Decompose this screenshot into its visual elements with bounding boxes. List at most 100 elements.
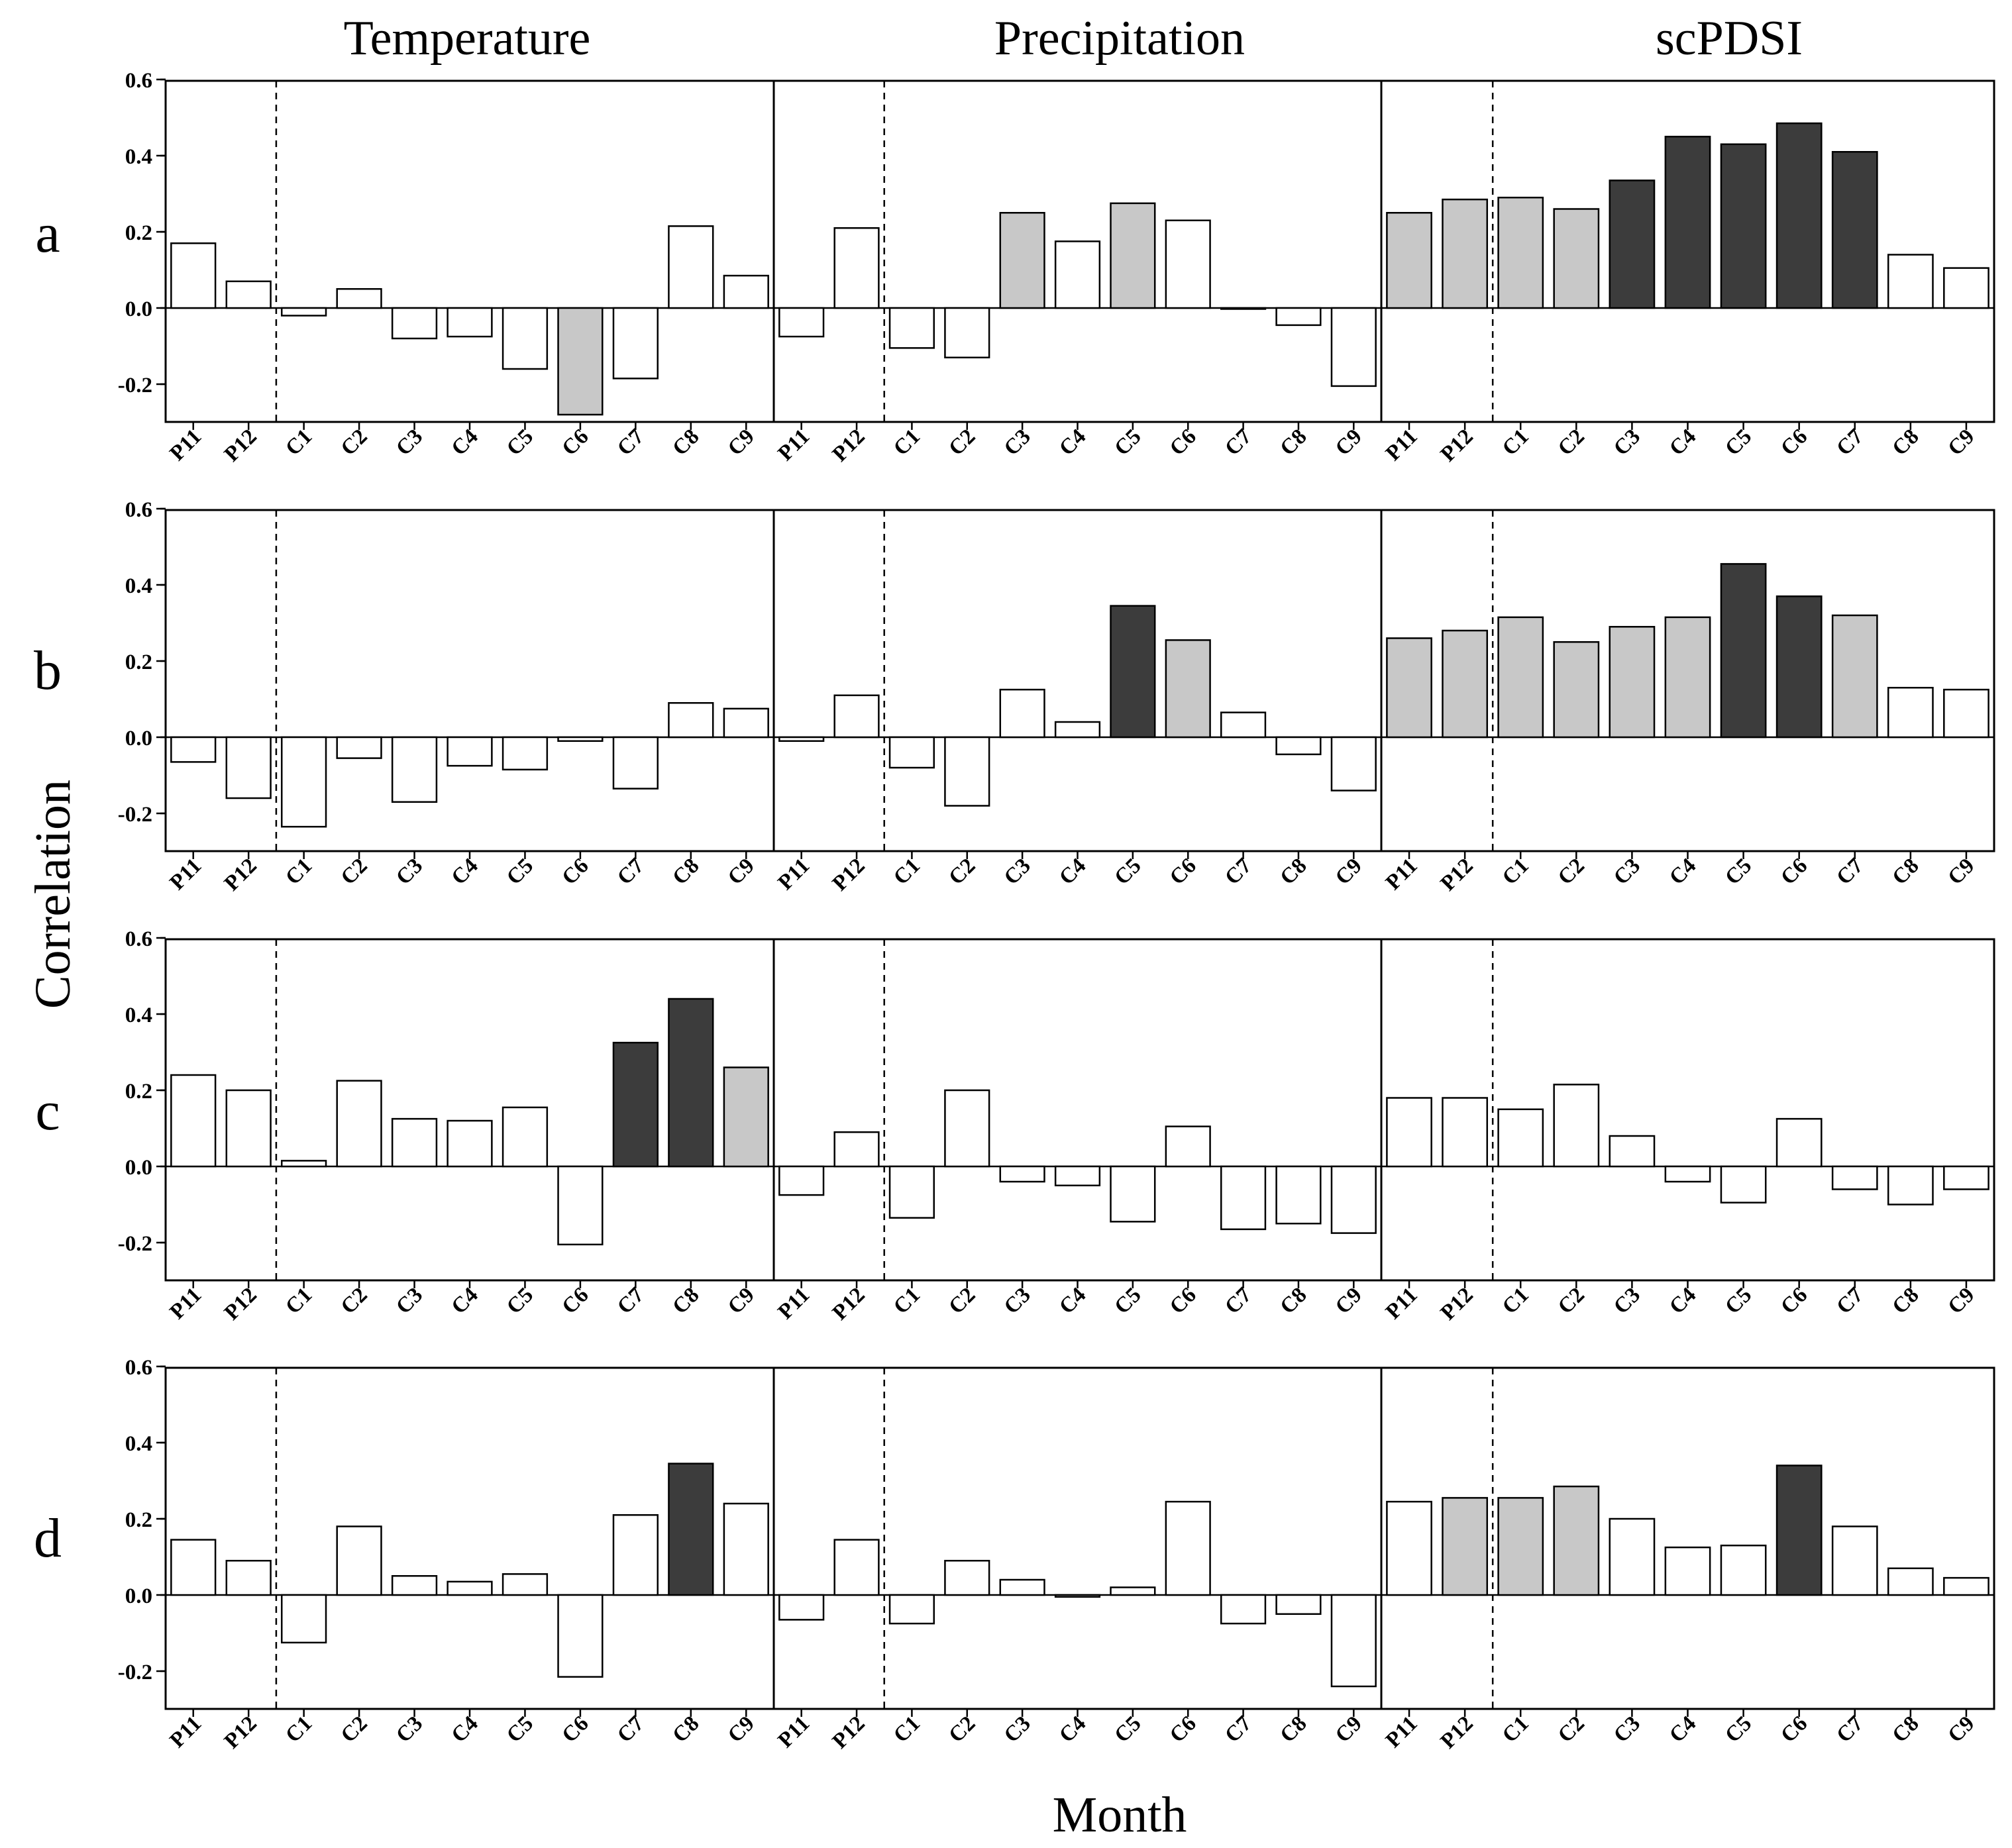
y-tick-label-d-3: 0.0 (125, 1584, 152, 1608)
column-title-scpdsi: scPDSI (1656, 11, 1803, 66)
bar-b-scpdsi-c2 (1553, 641, 1600, 739)
x-tick-label-a-temperature-c3: C3 (392, 425, 427, 460)
x-tick-label-d-scpdsi-c3: C3 (1609, 1712, 1645, 1747)
x-tick-label-d-precipitation-c7: C7 (1220, 1712, 1256, 1747)
x-tick-label-c-temperature-c7: C7 (613, 1283, 649, 1319)
bar-b-precipitation-c2 (944, 736, 990, 807)
bar-c-temperature-p12 (225, 1089, 272, 1168)
bar-b-precipitation-c4 (1054, 721, 1101, 739)
bar-d-temperature-c6 (557, 1594, 604, 1678)
bar-b-scpdsi-p12 (1442, 629, 1489, 739)
x-tick-label-c-precipitation-c8: C8 (1276, 1283, 1312, 1319)
x-tick-label-a-scpdsi-c9: C9 (1944, 425, 1980, 460)
x-tick-label-b-temperature-c3: C3 (392, 854, 427, 890)
y-tick-label-b-0: 0.6 (125, 498, 152, 522)
row-label-c: c (35, 1080, 60, 1142)
x-tick-label-d-scpdsi-c6: C6 (1776, 1712, 1812, 1747)
x-tick-label-a-temperature-c1: C1 (281, 425, 317, 460)
bar-c-temperature-c4 (447, 1119, 493, 1168)
bar-c-temperature-c6 (557, 1165, 604, 1246)
bar-c-temperature-c8 (668, 998, 714, 1168)
bar-b-precipitation-c1 (888, 736, 935, 769)
x-tick-label-b-temperature-c4: C4 (447, 854, 483, 890)
bar-b-temperature-c8 (668, 702, 714, 739)
bar-c-scpdsi-c8 (1887, 1165, 1934, 1206)
x-tick-label-b-temperature-c8: C8 (668, 854, 704, 890)
bar-d-precipitation-c5 (1110, 1586, 1156, 1596)
bar-a-temperature-c6 (557, 307, 604, 416)
bar-a-precipitation-c4 (1054, 240, 1101, 309)
bar-d-temperature-c9 (723, 1502, 769, 1596)
x-tick-label-d-precipitation-c6: C6 (1165, 1712, 1201, 1747)
y-tick-label-b-4: -0.2 (118, 803, 152, 827)
panel-frame-c (164, 938, 1995, 1282)
x-tick-label-c-precipitation-c6: C6 (1165, 1283, 1201, 1319)
x-tick-label-c-temperature-c9: C9 (723, 1283, 759, 1319)
x-tick-label-d-temperature-c9: C9 (723, 1712, 759, 1747)
x-tick-label-b-precipitation-c8: C8 (1276, 854, 1312, 890)
bar-a-temperature-c3 (391, 307, 438, 340)
x-tick-label-b-scpdsi-c7: C7 (1832, 854, 1868, 890)
x-tick-label-a-temperature-c9: C9 (723, 425, 759, 460)
x-tick-label-a-scpdsi-c6: C6 (1776, 425, 1812, 460)
bar-a-scpdsi-c1 (1497, 197, 1544, 309)
x-tick-label-b-scpdsi-c5: C5 (1721, 854, 1756, 890)
x-tick-label-a-scpdsi-p11: P11 (1381, 425, 1422, 466)
bar-b-precipitation-c8 (1275, 736, 1322, 756)
bar-c-scpdsi-c9 (1943, 1165, 1989, 1190)
bar-a-precipitation-c3 (999, 212, 1045, 309)
bar-d-scpdsi-p11 (1386, 1500, 1432, 1596)
x-tick-label-a-precipitation-c5: C5 (1110, 425, 1146, 460)
bar-a-temperature-p12 (225, 280, 272, 309)
bar-c-precipitation-c5 (1110, 1165, 1156, 1223)
bar-a-precipitation-c8 (1275, 307, 1322, 327)
x-tick-label-d-temperature-c1: C1 (281, 1712, 317, 1747)
x-tick-label-b-temperature-c6: C6 (558, 854, 594, 890)
x-tick-label-d-precipitation-p11: P11 (774, 1712, 815, 1753)
x-tick-label-c-scpdsi-c6: C6 (1776, 1283, 1812, 1319)
bar-d-precipitation-c4 (1054, 1594, 1101, 1598)
bar-d-scpdsi-c8 (1887, 1567, 1934, 1596)
bar-b-temperature-c5 (502, 736, 549, 771)
bar-c-precipitation-p11 (778, 1165, 825, 1196)
x-tick-label-d-temperature-c3: C3 (392, 1712, 427, 1747)
bar-b-temperature-c6 (557, 736, 604, 742)
bar-d-scpdsi-c4 (1664, 1546, 1711, 1596)
bar-a-temperature-c2 (336, 288, 382, 309)
x-tick-label-c-scpdsi-c4: C4 (1665, 1283, 1701, 1319)
x-tick-label-d-precipitation-c8: C8 (1276, 1712, 1312, 1747)
x-tick-label-d-precipitation-c3: C3 (1000, 1712, 1035, 1747)
bar-c-temperature-c5 (502, 1106, 549, 1168)
y-axis-title: Correlation (25, 780, 81, 1009)
x-tick-label-b-precipitation-c1: C1 (889, 854, 925, 890)
bar-a-scpdsi-c2 (1553, 208, 1600, 309)
x-tick-label-c-precipitation-p11: P11 (774, 1283, 815, 1324)
x-tick-label-a-scpdsi-c7: C7 (1832, 425, 1868, 460)
x-tick-label-d-scpdsi-c7: C7 (1832, 1712, 1868, 1747)
y-tick-label-c-1: 0.4 (125, 1003, 152, 1027)
x-tick-label-a-scpdsi-c8: C8 (1888, 425, 1924, 460)
bar-d-scpdsi-c2 (1553, 1485, 1600, 1596)
bar-a-precipitation-c6 (1165, 219, 1211, 309)
bar-b-temperature-c9 (723, 707, 769, 739)
x-tick-label-c-precipitation-p12: P12 (828, 1283, 870, 1325)
bar-a-scpdsi-c6 (1775, 122, 1823, 309)
x-tick-label-a-precipitation-c4: C4 (1055, 425, 1090, 460)
bar-d-precipitation-p11 (778, 1594, 825, 1621)
x-tick-label-d-temperature-c4: C4 (447, 1712, 483, 1747)
bar-a-precipitation-p12 (833, 227, 880, 309)
x-tick-label-c-scpdsi-c5: C5 (1721, 1283, 1756, 1319)
bar-b-temperature-c3 (391, 736, 438, 803)
x-tick-label-c-temperature-c1: C1 (281, 1283, 317, 1319)
x-tick-label-a-precipitation-c9: C9 (1331, 425, 1367, 460)
bar-c-precipitation-c4 (1054, 1165, 1101, 1186)
bar-c-temperature-c7 (612, 1041, 659, 1168)
bar-b-scpdsi-c3 (1609, 626, 1656, 739)
x-tick-label-a-scpdsi-c4: C4 (1665, 425, 1701, 460)
y-tick-label-d-1: 0.4 (125, 1432, 152, 1456)
bar-b-scpdsi-c8 (1887, 687, 1934, 739)
x-tick-label-d-scpdsi-c8: C8 (1888, 1712, 1924, 1747)
bar-c-precipitation-c2 (944, 1089, 990, 1168)
y-tick-label-b-3: 0.0 (125, 727, 152, 750)
plot-area: 0.6 0.4 0.2 0.0 -0.2 P11 P12 C1 C2 C3 C4 C5 C6 C7 C8 C9… (118, 69, 1995, 1753)
